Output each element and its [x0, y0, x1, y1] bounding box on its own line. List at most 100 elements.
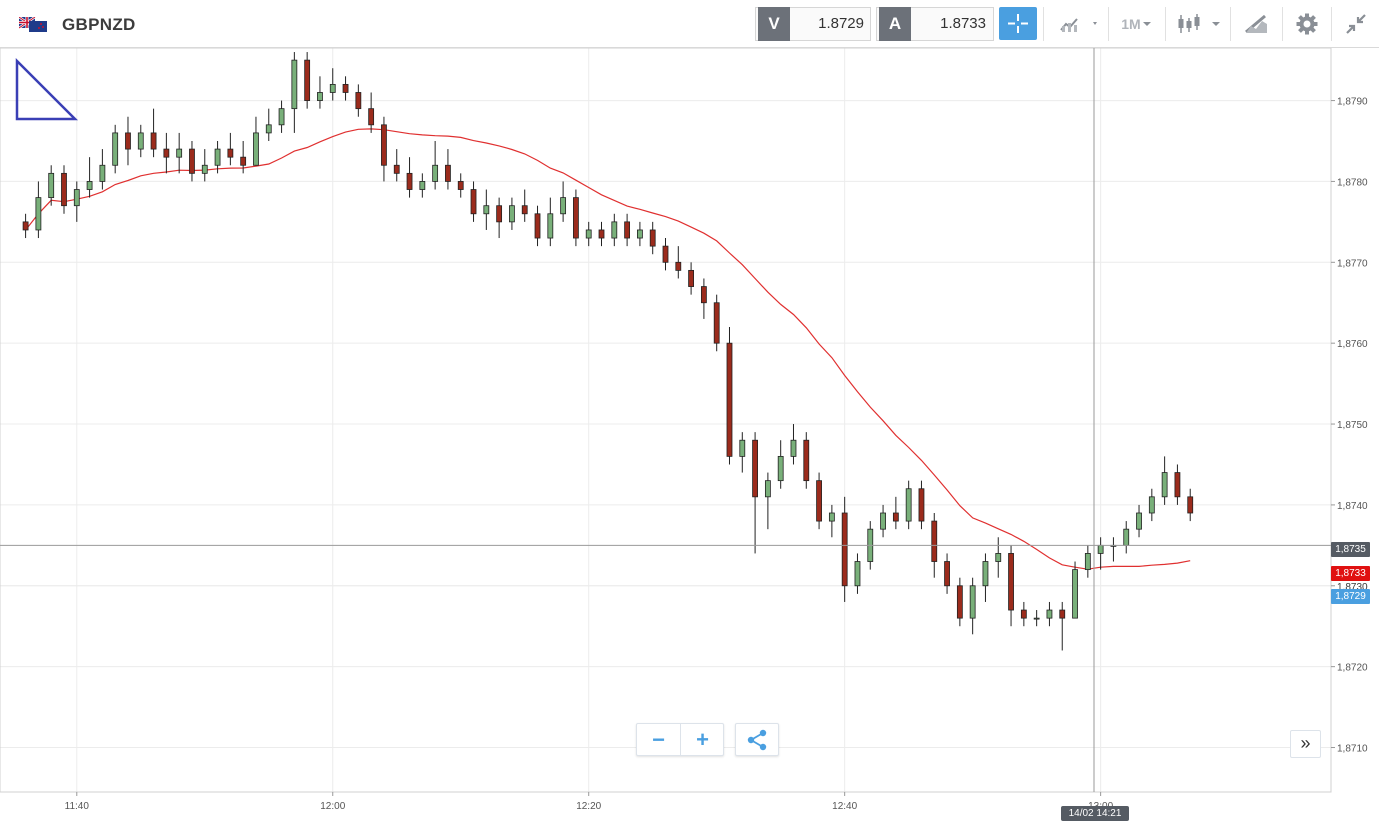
- share-button[interactable]: [735, 723, 779, 756]
- y-tick-label: 1,8760: [1337, 339, 1368, 350]
- price-chart[interactable]: 1,8790 1,8780 1,8770 1,8760 1,8750 1,8740 1,87…: [0, 48, 1379, 821]
- chart-type-icon: [1060, 18, 1097, 32]
- candle-down: [841, 496, 848, 602]
- candle-body: [457, 181, 464, 190]
- candle-body: [227, 148, 234, 158]
- chart-type-button[interactable]: [1047, 7, 1105, 41]
- candle-down: [918, 480, 925, 530]
- candle-body: [150, 132, 157, 150]
- candle-body: [803, 439, 810, 482]
- bid-value: 1.8729: [818, 15, 864, 32]
- candle-body: [509, 205, 515, 223]
- candle-up: [1084, 545, 1091, 578]
- candle-body: [278, 108, 285, 126]
- candle-body: [752, 439, 758, 498]
- collapse-button[interactable]: [1335, 7, 1377, 41]
- candle-up: [1072, 561, 1078, 619]
- candle-body: [1174, 472, 1181, 498]
- candle-body: [1148, 496, 1155, 514]
- candle-body: [534, 213, 541, 239]
- candle-body: [739, 439, 746, 457]
- candle-body: [816, 480, 822, 522]
- candle-body: [764, 480, 771, 498]
- drawing-tools-button[interactable]: [1234, 7, 1278, 41]
- candle-body: [1046, 609, 1053, 619]
- moving-average: [25, 128, 1191, 570]
- candle-body: [163, 148, 170, 158]
- y-tick-label: 1,8750: [1337, 420, 1368, 431]
- candle-body: [176, 148, 183, 158]
- y-tick-label: 1,8720: [1337, 663, 1368, 674]
- candle-down: [163, 132, 170, 174]
- candle-body: [61, 172, 67, 207]
- candle-body: [406, 172, 413, 190]
- candle-body: [1187, 496, 1194, 514]
- candle-up: [483, 189, 490, 230]
- ask-price-tag: 1,8733: [1331, 566, 1370, 581]
- y-tick-label: 1,8730: [1337, 582, 1368, 593]
- candle-up: [585, 221, 592, 247]
- candle-body: [969, 585, 976, 619]
- crosshair-lines: [0, 48, 1331, 792]
- drawn-triangle-shape[interactable]: [15, 57, 79, 121]
- candle-down: [342, 76, 349, 101]
- instrument-symbol[interactable]: GBPNZD: [62, 15, 136, 34]
- candle-up: [278, 100, 285, 133]
- candle-body: [662, 245, 669, 263]
- y-tick-label: 1,8770: [1337, 258, 1368, 269]
- candle-body: [1008, 553, 1014, 611]
- zoom-in-button[interactable]: +: [696, 727, 709, 752]
- share-icon: [747, 729, 767, 751]
- candle-body: [265, 124, 272, 134]
- candle-down: [1187, 488, 1194, 522]
- scroll-to-latest-button[interactable]: »: [1290, 730, 1321, 758]
- candle-body: [393, 164, 400, 174]
- candle-down: [700, 278, 707, 319]
- candle-down: [649, 221, 656, 255]
- x-tick-label: 12:00: [320, 801, 345, 812]
- candle-down: [534, 205, 541, 247]
- candle-down: [189, 141, 195, 182]
- candle-body: [905, 488, 912, 522]
- candle-body: [253, 132, 259, 166]
- candle-up: [1123, 521, 1130, 554]
- candle-body: [1072, 569, 1078, 619]
- candle-up: [560, 181, 567, 222]
- zoom-out-button[interactable]: −: [652, 727, 665, 752]
- candle-body: [1033, 617, 1040, 620]
- candle-body: [944, 561, 950, 587]
- chart-grid: [0, 48, 1331, 792]
- candle-up: [854, 553, 861, 594]
- price-axis: 1,8790 1,8780 1,8770 1,8760 1,8750 1,8740 1,87…: [1331, 97, 1368, 755]
- candle-body: [470, 189, 477, 215]
- crosshair-button[interactable]: [999, 7, 1037, 40]
- candle-body: [931, 520, 938, 562]
- ask-label: A: [879, 7, 911, 41]
- settings-button[interactable]: [1286, 7, 1328, 41]
- candle-down: [406, 157, 413, 198]
- candle-down: [1174, 464, 1181, 505]
- drawing-tools-icon: [1245, 14, 1267, 34]
- candle-body: [73, 189, 80, 207]
- candle-body: [214, 148, 221, 166]
- candle-up: [828, 504, 835, 538]
- candle-down: [816, 472, 822, 530]
- instrument-toolbar: GBPNZD V 1.8729 A 1.8733 1M: [0, 0, 1379, 48]
- candle-up: [73, 181, 80, 222]
- candle-body: [368, 108, 375, 126]
- candle-body: [547, 213, 554, 239]
- candle-up: [739, 432, 746, 473]
- candle-down: [713, 294, 720, 352]
- candle-up: [35, 181, 42, 239]
- timeframe-dropdown[interactable]: 1M: [1112, 7, 1162, 41]
- collapse-icon: [1346, 14, 1366, 34]
- candle-body: [99, 164, 106, 182]
- candle-up: [112, 124, 119, 174]
- candle-down: [688, 262, 694, 295]
- candlestick-icon: [1178, 14, 1220, 33]
- candle-body: [713, 302, 720, 344]
- candle-body: [700, 286, 707, 304]
- candlestick-type-button[interactable]: [1169, 7, 1225, 41]
- candle-body: [637, 229, 643, 239]
- candle-down: [355, 84, 362, 117]
